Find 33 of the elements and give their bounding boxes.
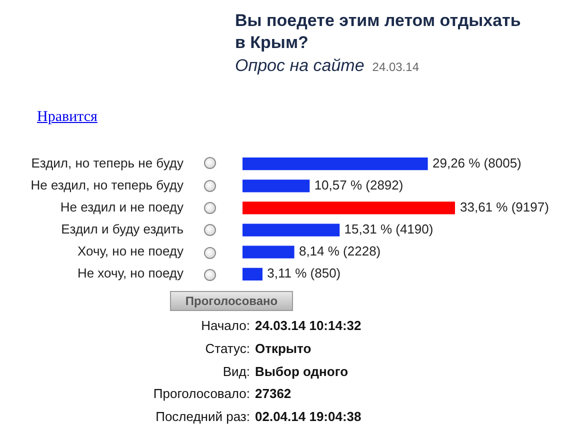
- data-label: 33,61 % (9197): [460, 200, 549, 215]
- text: Последний раз:: [156, 409, 250, 424]
- text: Проголосовало:: [153, 386, 250, 402]
- text: Выбор одного: [255, 364, 348, 379]
- text: 24.03.14: [372, 60, 419, 74]
- data-label: 15,31 % (4190): [344, 222, 434, 237]
- bar: [242, 202, 455, 214]
- text: 27362: [255, 386, 292, 402]
- y-tick-label: Не хочу, но поеду: [77, 266, 184, 281]
- data-label: 3,11 % (850): [267, 266, 341, 281]
- text: Вид:: [222, 364, 250, 379]
- chart-subtitle: Опрос на сайте: [235, 56, 364, 75]
- data-label: 10,57 % (2892): [314, 177, 404, 192]
- bar: [242, 180, 310, 192]
- y-tick-label: Ездил, но теперь не буду: [31, 155, 184, 170]
- bar: [242, 224, 340, 236]
- text: Открыто: [255, 340, 312, 356]
- data-label: 8,14 % (2228): [298, 244, 381, 259]
- text: 24.03.14 10:14:32: [255, 318, 362, 333]
- bar: [242, 268, 262, 280]
- bar: [242, 158, 428, 170]
- text: Нравится: [37, 109, 98, 126]
- data-label: 29,26 % (8005): [432, 155, 522, 170]
- text: 02.04.14 19:04:38: [255, 409, 362, 424]
- text: Статус:: [205, 340, 250, 356]
- y-tick-label: Ездил и буду ездить: [61, 222, 184, 237]
- chart-title: Вы поедете этим летом отдыхать в Крым?: [235, 10, 522, 54]
- bar: [242, 246, 294, 258]
- text: Начало:: [201, 318, 250, 333]
- y-tick-label: Не ездил и не поеду: [60, 200, 184, 215]
- button: Проголосовано: [170, 291, 293, 311]
- y-tick-label: Хочу, но не поеду: [77, 244, 184, 259]
- y-tick-label: Не ездил, но теперь буду: [30, 177, 184, 192]
